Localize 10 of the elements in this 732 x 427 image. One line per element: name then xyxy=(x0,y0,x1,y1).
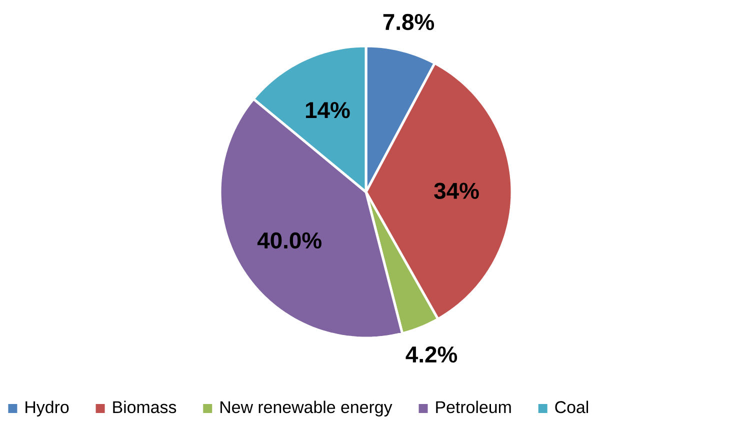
data-label: 40.0% xyxy=(257,232,322,249)
legend-label: New renewable energy xyxy=(220,400,392,417)
legend-label: Petroleum xyxy=(436,400,511,414)
legend-label: Hydro xyxy=(26,400,69,417)
data-label: 7.8% xyxy=(383,14,434,30)
data-label: 4.2% xyxy=(406,346,458,363)
data-label: 14% xyxy=(306,102,350,118)
legend-label: Coal xyxy=(555,400,588,414)
legend-label: Biomass xyxy=(113,400,176,414)
data-label: 34% xyxy=(434,182,479,199)
